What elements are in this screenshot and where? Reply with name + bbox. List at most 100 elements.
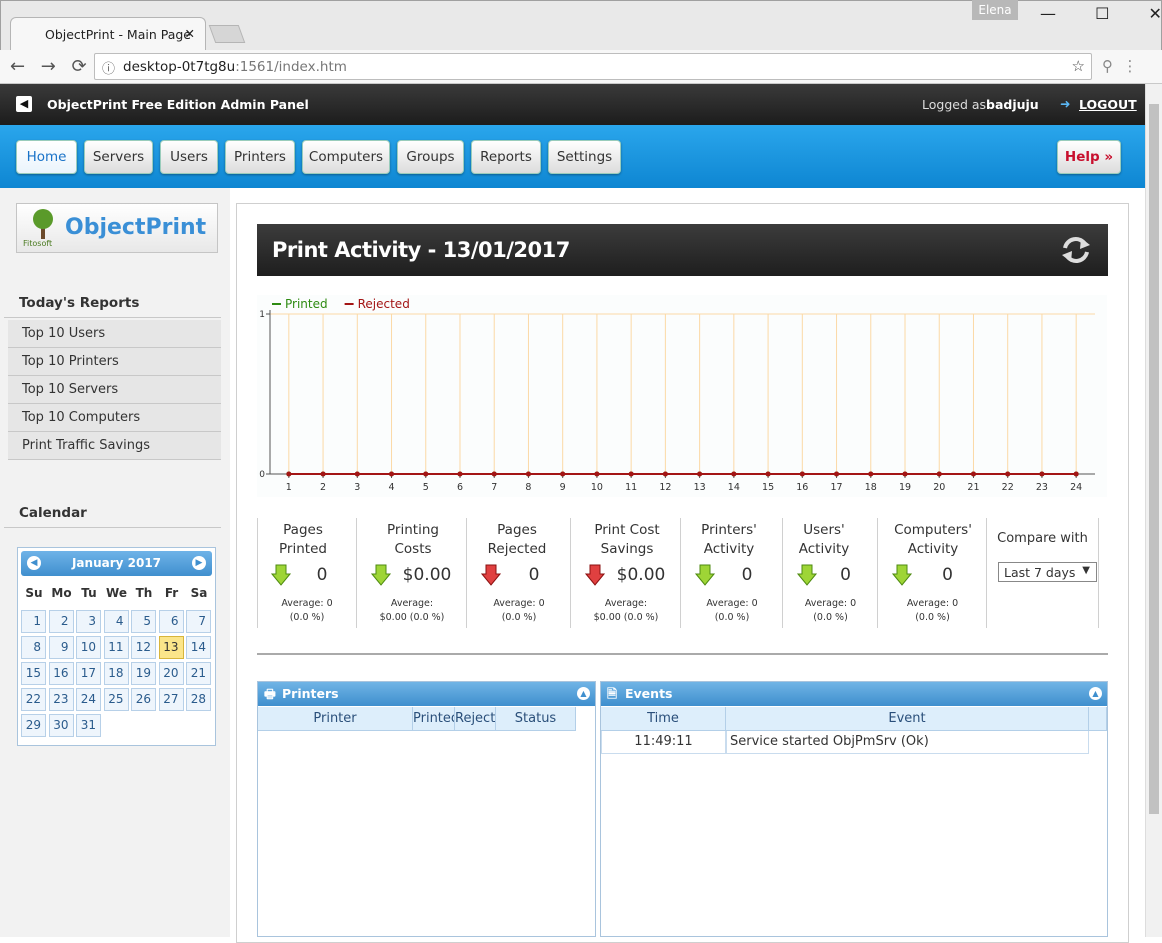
stat-average: Average: 0 <box>493 598 545 609</box>
refresh-icon[interactable] <box>1060 235 1092 265</box>
compare-value: Last 7 days <box>1004 565 1076 580</box>
calendar-day[interactable]: 31 <box>76 714 101 737</box>
x-tick-label: 19 <box>899 482 911 493</box>
calendar-day[interactable]: 27 <box>158 688 184 711</box>
weekday: Mo <box>51 586 72 600</box>
scroll-thumb[interactable] <box>1149 104 1159 814</box>
next-month[interactable]: ▶ <box>192 556 206 570</box>
column-header[interactable]: Status <box>496 707 576 731</box>
x-tick-label: 12 <box>659 482 671 493</box>
x-tick-label: 18 <box>865 482 877 493</box>
url-bar[interactable]: ⓘ desktop-0t7tg8u:1561/index.htm ☆ <box>94 53 1092 80</box>
calendar-day[interactable]: 4 <box>103 610 129 633</box>
calendar-day[interactable]: 5 <box>131 610 156 633</box>
data-point <box>320 471 326 477</box>
calendar-day[interactable]: 8 <box>21 636 46 659</box>
scrollbar[interactable] <box>1145 84 1162 937</box>
calendar-day[interactable]: 20 <box>158 662 184 685</box>
user-name: badjuju <box>986 97 1039 112</box>
trend-arrow <box>481 564 501 586</box>
nav-arrows[interactable]: ← → ⟳ <box>10 56 87 77</box>
calendar-day[interactable]: 9 <box>48 636 74 659</box>
profile-user[interactable]: Elena <box>972 0 1018 20</box>
help-button[interactable]: Help » <box>1057 140 1121 174</box>
nav-button[interactable]: Reports <box>471 140 541 174</box>
prev-month[interactable]: ◀ <box>27 556 41 570</box>
nav-button[interactable]: Servers <box>84 140 153 174</box>
calendar-day[interactable]: 26 <box>131 688 156 711</box>
x-tick-label: 7 <box>491 482 497 493</box>
weekday: We <box>106 586 127 600</box>
calendar-day[interactable]: 19 <box>131 662 156 685</box>
stat-box <box>681 518 783 628</box>
collapse-panel[interactable]: ▲ <box>1089 687 1102 700</box>
column-header[interactable]: Rejected <box>455 707 496 731</box>
column-header[interactable]: Time <box>601 707 726 731</box>
calendar-month: January 2017 <box>71 556 162 570</box>
calendar-day[interactable]: 16 <box>48 662 74 685</box>
calendar-day[interactable]: 30 <box>48 714 74 737</box>
activity-chart: 011 2 3 4 5 6 7 8 9 10 11 12 13 14 15 16 17 18 19 20 21 22 23 2… <box>257 295 1107 497</box>
report-link[interactable]: Top 10 Printers <box>8 348 221 376</box>
logged-as: Logged as: <box>922 97 991 112</box>
calendar-day[interactable]: 23 <box>48 688 74 711</box>
calendar-day[interactable]: 6 <box>158 610 184 633</box>
calendar-day[interactable]: 2 <box>48 610 74 633</box>
new-tab[interactable] <box>208 25 246 43</box>
column-header[interactable]: Printer <box>258 707 413 731</box>
calendar-day[interactable]: 11 <box>103 636 129 659</box>
calendar-day[interactable]: 12 <box>131 636 156 659</box>
stat-average: Average: 0 <box>804 598 857 609</box>
column-header[interactable]: Printed <box>413 707 455 731</box>
nav-button[interactable]: Home <box>16 140 77 174</box>
x-tick-label: 14 <box>728 482 740 493</box>
calendar-day[interactable]: 14 <box>186 636 211 659</box>
nav-button[interactable]: Users <box>160 140 218 174</box>
browser-menu[interactable]: ⚲ ⋮ <box>1102 57 1138 75</box>
calendar-day[interactable]: 3 <box>76 610 101 633</box>
logo: Fitosoft ObjectPrint <box>16 203 218 253</box>
report-link[interactable]: Top 10 Computers <box>8 404 221 432</box>
weekday: Fr <box>164 586 179 600</box>
tab-title: ObjectPrint - Main Page <box>45 27 191 42</box>
browser-tab[interactable]: ObjectPrint - Main Page ✕ <box>10 17 206 50</box>
legend-entry: Printed <box>285 297 328 311</box>
data-point <box>560 471 566 477</box>
x-tick-label: 23 <box>1036 482 1048 493</box>
trend-arrow <box>892 564 912 586</box>
report-link[interactable]: Top 10 Users <box>8 320 221 348</box>
calendar-day[interactable]: 18 <box>103 662 129 685</box>
nav-button[interactable]: Groups <box>397 140 464 174</box>
compare-select[interactable]: Last 7 days ▼ <box>998 562 1097 582</box>
calendar-day[interactable]: 17 <box>76 662 101 685</box>
calendar-day[interactable]: 25 <box>103 688 129 711</box>
report-link[interactable]: Print Traffic Savings <box>8 432 221 460</box>
calendar-day[interactable]: 7 <box>186 610 211 633</box>
collapse-panel[interactable]: ▲ <box>577 687 590 700</box>
data-point <box>354 471 360 477</box>
stat-label: Printed <box>279 541 327 557</box>
calendar-day[interactable]: 15 <box>21 662 46 685</box>
logout-link[interactable]: LOGOUT <box>1079 97 1137 112</box>
stat-box <box>257 518 357 628</box>
nav-button[interactable]: Settings <box>548 140 621 174</box>
tab-close[interactable]: ✕ <box>184 26 195 41</box>
report-link[interactable]: Top 10 Servers <box>8 376 221 404</box>
calendar-day[interactable]: 13 <box>158 636 184 659</box>
window-controls[interactable]: — ☐ ✕ <box>1040 4 1162 23</box>
nav-button[interactable]: Printers <box>225 140 295 174</box>
collapse-button[interactable]: ◀ <box>16 96 32 112</box>
calendar-day[interactable]: 28 <box>186 688 211 711</box>
x-tick-label: 16 <box>796 482 808 493</box>
column-header[interactable]: Event <box>726 707 1089 731</box>
calendar-day[interactable]: 10 <box>76 636 101 659</box>
calendar-day[interactable]: 29 <box>21 714 46 737</box>
calendar-day[interactable]: 21 <box>186 662 211 685</box>
calendar-day[interactable]: 1 <box>21 610 46 633</box>
nav-button[interactable]: Computers <box>302 140 390 174</box>
x-tick-label: 9 <box>560 482 566 493</box>
calendar-day[interactable]: 22 <box>21 688 46 711</box>
panel-title: Events <box>625 686 673 701</box>
calendar-day[interactable]: 24 <box>76 688 101 711</box>
